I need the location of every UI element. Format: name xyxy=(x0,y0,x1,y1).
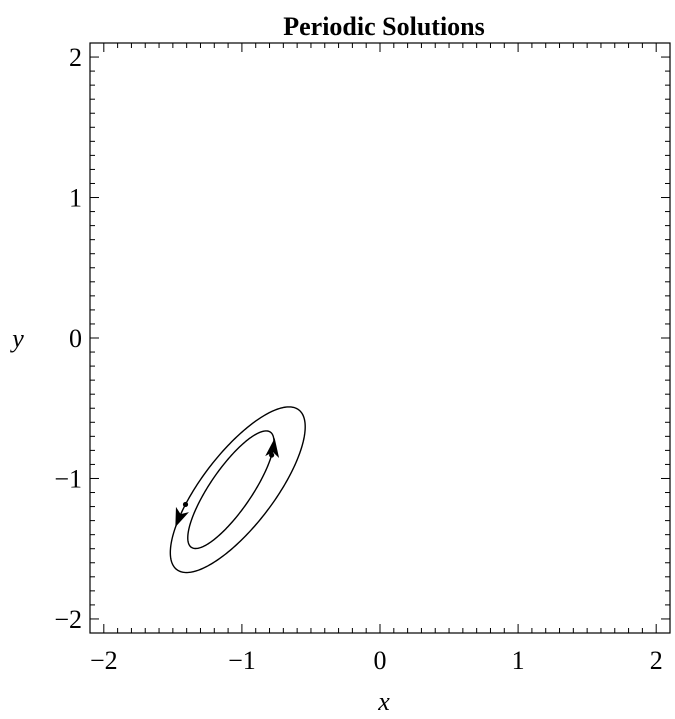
x-tick-label: −2 xyxy=(90,646,118,675)
orbit-1-direction-arrow xyxy=(175,506,189,528)
y-tick-label: −2 xyxy=(54,605,82,634)
plot-frame xyxy=(89,42,671,634)
orbit-2-direction-arrow xyxy=(265,438,280,458)
curves xyxy=(169,406,306,574)
x-tick-label: 1 xyxy=(512,646,525,675)
axis-ticks xyxy=(89,42,671,634)
orbit-2 xyxy=(187,430,275,550)
x-tick-label: 0 xyxy=(374,646,387,675)
x-axis-label: x xyxy=(377,687,390,716)
orbit-1-start-point xyxy=(182,501,189,508)
y-tick-label: 0 xyxy=(69,324,82,353)
y-tick-label: 1 xyxy=(69,184,82,213)
x-tick-label: −1 xyxy=(228,646,256,675)
tick-labels: −2 −1 0 1 2 2 1 0 −1 −2 xyxy=(54,43,662,675)
orbit-1 xyxy=(169,406,306,574)
chart-title: Periodic Solutions xyxy=(283,12,485,41)
y-tick-label: 2 xyxy=(69,43,82,72)
x-tick-label: 2 xyxy=(650,646,663,675)
y-tick-label: −1 xyxy=(54,464,82,493)
orbit-2-start-point xyxy=(269,452,275,458)
y-axis-label: y xyxy=(9,324,24,353)
